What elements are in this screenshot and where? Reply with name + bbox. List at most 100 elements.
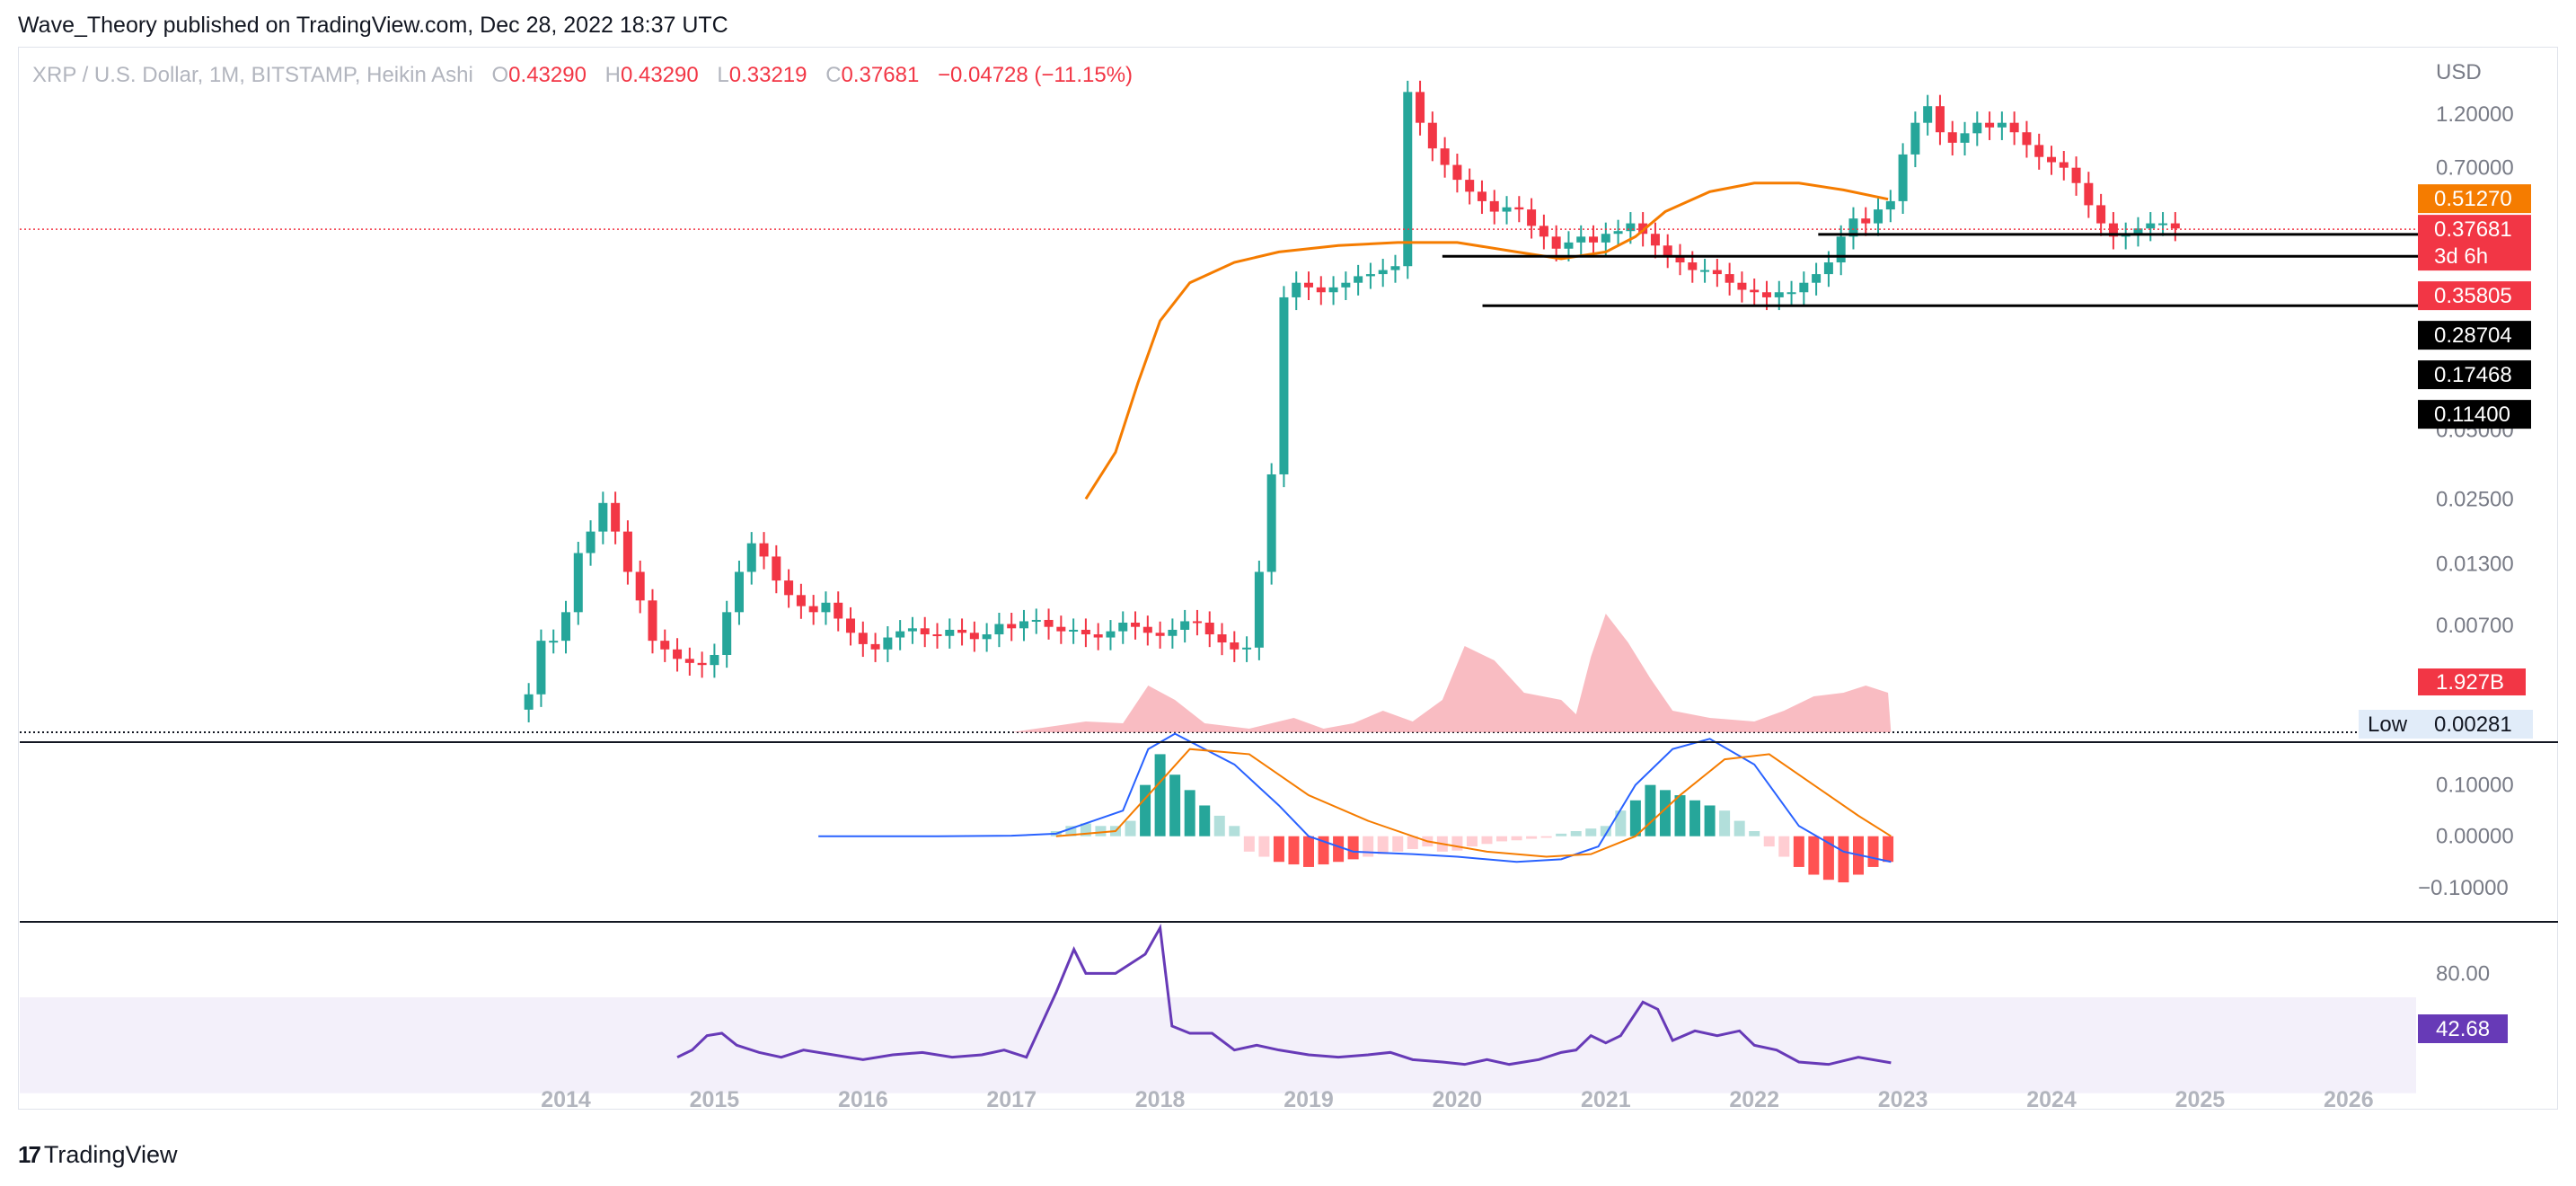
candle-body xyxy=(1589,236,1599,243)
macd-histogram-bar xyxy=(1363,836,1374,857)
price-tick-label: 0.70000 xyxy=(2436,156,2514,181)
macd-histogram-bar xyxy=(1243,836,1255,852)
tradingview-icon: 17 xyxy=(18,1141,41,1168)
chart-frame[interactable] xyxy=(18,47,2558,1110)
candle-body xyxy=(622,531,632,572)
candle-body xyxy=(1885,200,1895,210)
macd-histogram-bar xyxy=(1763,836,1775,847)
macd-histogram-bar xyxy=(1600,826,1611,836)
candle-body xyxy=(1266,474,1276,572)
price-tag xyxy=(2418,281,2531,311)
candle-body xyxy=(1069,629,1079,632)
price-tag xyxy=(2418,215,2531,271)
price-tag-label: 0.28704 xyxy=(2434,323,2512,348)
year-tick-label: 2024 xyxy=(2026,1087,2077,1112)
candle-body xyxy=(2108,223,2118,237)
candle-body xyxy=(1142,626,1152,633)
macd-histogram-bar xyxy=(1749,831,1760,836)
macd-histogram-bar xyxy=(1778,836,1790,857)
macd-histogram-bar xyxy=(1288,836,1300,865)
macd-histogram-bar xyxy=(1883,836,1894,863)
candle-body xyxy=(2133,228,2143,235)
candle-body xyxy=(1997,122,2007,128)
candle-body xyxy=(710,654,719,666)
rsi-line xyxy=(676,923,1892,1067)
macd-histogram-bar xyxy=(1347,836,1359,860)
macd-histogram-bar xyxy=(1481,836,1493,845)
candle-body xyxy=(1638,223,1648,235)
candle-body xyxy=(1564,242,1574,249)
rsi-tag-label: 42.68 xyxy=(2436,1017,2490,1041)
candle-body xyxy=(1390,266,1400,270)
candle-body xyxy=(1502,207,1512,212)
candle-body xyxy=(1230,642,1239,650)
candle-body xyxy=(907,628,917,632)
candle-body xyxy=(648,600,657,642)
candle-body xyxy=(945,629,955,636)
candle-body xyxy=(561,612,570,642)
candle-body xyxy=(1923,106,1933,123)
tradingview-logo[interactable]: 17 TradingView xyxy=(18,1141,178,1169)
candle-body xyxy=(1254,571,1264,648)
candle-body xyxy=(1861,218,1871,224)
candle-body xyxy=(1056,626,1066,632)
rsi-pane xyxy=(20,923,2416,1093)
candle-body xyxy=(1774,292,1784,297)
candle-body xyxy=(1365,274,1375,277)
macd-histogram-bar xyxy=(1496,836,1508,842)
year-tick-label: 2022 xyxy=(1729,1087,1779,1112)
macd-histogram-bar xyxy=(1674,795,1686,836)
candle-body xyxy=(2047,156,2056,163)
macd-histogram-bar xyxy=(1540,836,1552,838)
candle-body xyxy=(524,694,534,710)
candle-body xyxy=(1378,270,1388,275)
candle-body xyxy=(895,631,905,638)
candle-body xyxy=(1292,282,1301,297)
macd-histogram-bar xyxy=(1793,836,1804,867)
candle-body xyxy=(1304,282,1313,288)
candle-body xyxy=(2059,162,2069,168)
legend-change: −0.04728 (−11.15%) xyxy=(937,63,1134,87)
candle-body xyxy=(1799,282,1809,293)
candle-body xyxy=(1874,209,1883,224)
candle-body xyxy=(1576,236,1586,243)
macd-histogram-bar xyxy=(1867,836,1879,867)
macd-histogram-bar xyxy=(1526,836,1538,839)
candle-body xyxy=(1898,154,1908,201)
candle-body xyxy=(969,633,979,640)
price-tag-sublabel: 3d 6h xyxy=(2434,244,2488,269)
candle-body xyxy=(1675,255,1685,263)
low-tag-value: 0.00281 xyxy=(2434,712,2512,737)
volume-tag-label: 1.927B xyxy=(2436,670,2504,695)
candle-body xyxy=(1192,621,1202,624)
macd-tick-label: 0.10000 xyxy=(2436,774,2514,798)
legend-symbol: XRP / U.S. Dollar, 1M, BITSTAMP, Heikin … xyxy=(32,63,473,87)
axis-currency-label: USD xyxy=(2436,60,2482,84)
candle-body xyxy=(994,624,1004,635)
candle-body xyxy=(1812,274,1822,283)
candle-body xyxy=(673,649,683,659)
price-tick-label: 1.20000 xyxy=(2436,102,2514,127)
candle-body xyxy=(1081,629,1090,635)
candle-body xyxy=(1551,236,1561,249)
candle-body xyxy=(586,531,595,553)
candle-body xyxy=(1279,296,1289,474)
year-tick-label: 2023 xyxy=(1878,1087,1928,1112)
candle-body xyxy=(957,629,967,633)
macd-histogram-bar xyxy=(1154,754,1166,836)
legend-close-label: C xyxy=(825,63,842,87)
symbol-legend[interactable]: XRP / U.S. Dollar, 1M, BITSTAMP, Heikin … xyxy=(32,63,1133,88)
macd-histogram-bar xyxy=(1719,810,1731,836)
macd-histogram-bar xyxy=(1734,820,1745,836)
candle-body xyxy=(722,612,732,655)
candle-body xyxy=(598,502,608,532)
macd-histogram-bar xyxy=(1258,836,1270,857)
macd-tick-label: −0.10000 xyxy=(2418,876,2509,900)
candle-body xyxy=(1106,631,1116,638)
candle-body xyxy=(784,580,794,596)
candle-body xyxy=(1823,262,1833,275)
macd-histogram-bar xyxy=(1184,790,1195,836)
macd-pane xyxy=(818,732,1894,883)
candle-body xyxy=(1131,622,1141,627)
